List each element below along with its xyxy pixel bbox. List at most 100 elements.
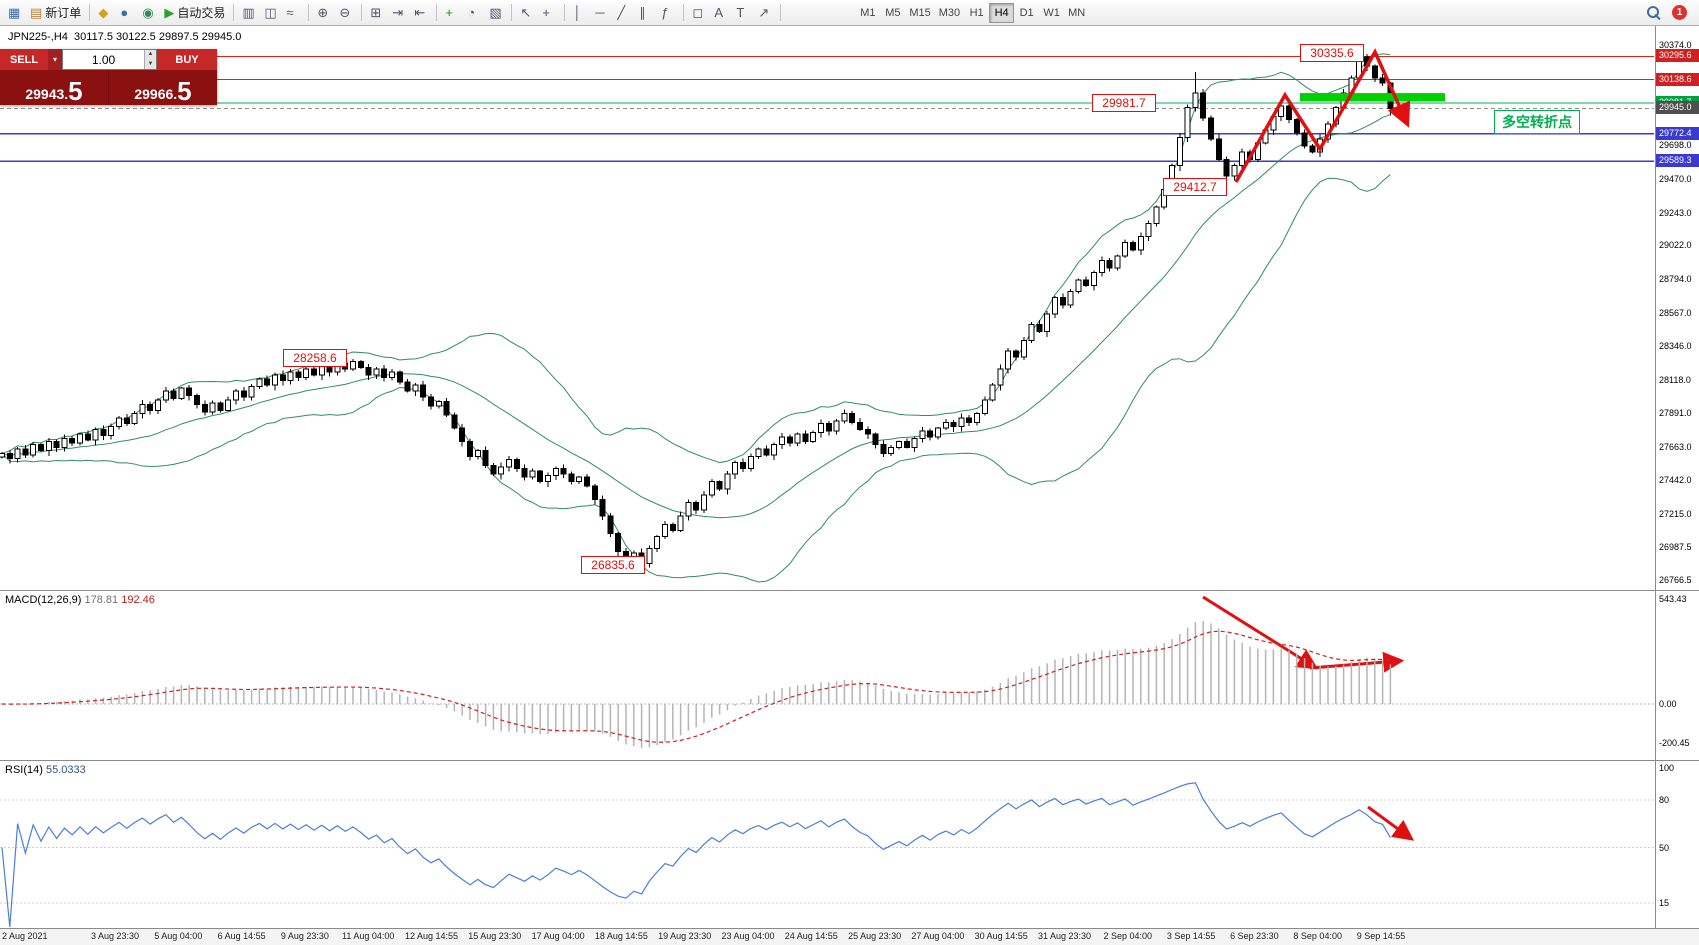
panel-splitter-rsi[interactable] [0,760,1699,761]
main-chart-layer [0,44,1654,583]
symbol-info: JPN225-,H4 30117.5 30122.5 29897.5 29945… [8,31,242,43]
macd-value-1: 178.81 [84,594,119,606]
panel-splitter-macd[interactable] [0,590,1699,591]
timeframe-h4-button[interactable]: H4 [989,2,1015,23]
ask-big-digit: 5 [177,76,192,106]
volume-up-button[interactable]: ▲ [144,50,156,60]
new-chart-button[interactable]: ▦ [4,2,26,24]
market-watch-button[interactable]: ● [116,2,138,24]
macd-label: MACD(12,26,9) 178.81 192.46 [5,594,155,606]
periods-button[interactable]: ◔ [463,2,485,24]
trendline-icon: ╱ [617,5,626,20]
price-tick: 29698.0 [1659,140,1692,151]
time-label: 2 Aug 2021 [2,931,48,941]
price-label-annotation[interactable]: 29981.7 [1092,94,1156,112]
notification-badge[interactable]: 1 [1672,5,1687,20]
macd-scale-tick: 543.43 [1659,593,1687,604]
rsi-name: RSI(14) [5,764,43,776]
price-tick: 29470.0 [1659,173,1692,184]
chart-shift-icon: ⇤ [414,5,426,20]
templates-icon: ▧ [489,5,502,20]
tile-windows-icon: ⊞ [370,5,382,20]
new-order-button[interactable]: ▤ 新订单 [26,2,85,24]
price-marker-current: 29945.0 [1656,101,1699,115]
trendline-button[interactable]: ╱ [613,2,635,24]
gavel-button[interactable]: ◆ [94,2,116,24]
ask-price[interactable]: 29966. 5 [108,70,217,105]
channel-button[interactable]: ∥ [635,2,657,24]
gavel-icon: ◆ [98,5,109,20]
label-button[interactable]: T [732,2,754,24]
indicators-icon: + [445,5,453,20]
community-button[interactable]: ◉ [138,2,160,24]
price-tick: 27215.0 [1659,508,1692,519]
bar-chart-button[interactable]: ▥ [238,2,260,24]
bid-big-digit: 5 [68,76,83,106]
line-chart-button[interactable]: ≈ [282,2,304,24]
search-icon[interactable] [1646,5,1662,21]
time-label: 19 Aug 23:30 [658,931,712,941]
templates-button[interactable]: ▧ [485,2,507,24]
arrow-tools-button[interactable]: ↗ [754,2,776,24]
tile-windows-button[interactable]: ⊞ [366,2,388,24]
zoom-out-button[interactable]: ⊖ [335,2,357,24]
bid-price[interactable]: 29943. 5 [0,70,108,105]
price-label-annotation[interactable]: 28258.6 [283,349,347,367]
timeframe-h1-button[interactable]: H1 [964,3,989,23]
autotrading-icon: ▶ [164,5,175,20]
price-tick: 27442.0 [1659,474,1692,485]
time-label: 17 Aug 04:00 [531,931,585,941]
toolbar-right: 1 [1646,5,1695,21]
horizontal-line-button[interactable]: ─ [591,2,613,24]
time-label: 6 Sep 23:30 [1230,931,1279,941]
timeframe-m5-button[interactable]: M5 [880,3,905,23]
crosshair-button[interactable]: + [538,2,560,24]
price-tick: 28118.0 [1659,374,1691,385]
timeframe-m30-button[interactable]: M30 [935,3,964,23]
volume-input[interactable] [63,50,156,69]
time-label: 5 Aug 04:00 [154,931,203,941]
shapes-button[interactable]: ◻ [688,2,710,24]
arrow-tools-icon: ↗ [758,5,770,20]
bid-main: 29943. [25,86,69,102]
time-axis[interactable]: 2 Aug 2021 3 Aug 23:30 5 Aug 04:00 6 Aug 14… [0,928,1699,945]
timeframe-mn-button[interactable]: MN [1064,3,1089,23]
community-icon: ◉ [142,5,154,20]
candlestick-icon: ◫ [264,5,277,20]
cursor-button[interactable]: ↖ [516,2,538,24]
autotrading-button[interactable]: ▶ 自动交易 [160,2,229,24]
price-axis[interactable]: 30374.0 29698.0 29470.0 29243.0 29022.0 28794… [1655,26,1699,928]
ask-main: 29966. [134,86,178,102]
timeframe-m1-button[interactable]: M1 [855,3,880,23]
autoscroll-button[interactable]: ⇥ [388,2,410,24]
price-tick: 28346.0 [1659,340,1692,351]
note-annotation[interactable]: 多空转折点 [1494,110,1580,134]
volume-dropdown-button[interactable]: ▾ [48,49,62,70]
indicators-button[interactable]: + [441,2,463,24]
time-label: 15 Aug 23:30 [468,931,522,941]
rsi-scale-tick: 50 [1659,842,1670,853]
price-label-annotation[interactable]: 29412.7 [1163,178,1227,196]
timeframe-d1-button[interactable]: D1 [1014,3,1039,23]
timeframe-m15-button[interactable]: M15 [905,3,934,23]
price-label-annotation[interactable]: 30335.6 [1300,44,1364,62]
price-label-annotation[interactable]: 26835.6 [581,556,645,574]
zoom-in-icon: ⊕ [317,5,329,20]
price-marker-blue: 29589.3 [1656,154,1699,168]
vertical-line-button[interactable]: │ [569,2,591,24]
fibonacci-button[interactable]: ƒ [657,2,679,24]
timeframe-w1-button[interactable]: W1 [1039,3,1064,23]
volume-field: ▲ ▼ [62,49,157,70]
chart-shift-button[interactable]: ⇤ [410,2,432,24]
toolbar-separator [233,4,235,21]
time-label: 31 Aug 23:30 [1037,931,1092,941]
rsi-scale-tick: 100 [1659,763,1675,773]
text-button[interactable]: A [710,2,732,24]
buy-button[interactable]: BUY [157,49,217,70]
volume-down-button[interactable]: ▼ [144,59,156,69]
zoom-out-icon: ⊖ [339,5,351,20]
sell-button[interactable]: SELL [0,49,48,70]
zoom-in-button[interactable]: ⊕ [313,2,335,24]
candlestick-button[interactable]: ◫ [260,2,282,24]
